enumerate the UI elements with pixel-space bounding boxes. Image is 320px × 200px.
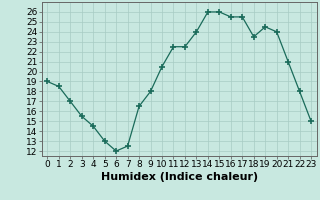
X-axis label: Humidex (Indice chaleur): Humidex (Indice chaleur)	[100, 172, 258, 182]
